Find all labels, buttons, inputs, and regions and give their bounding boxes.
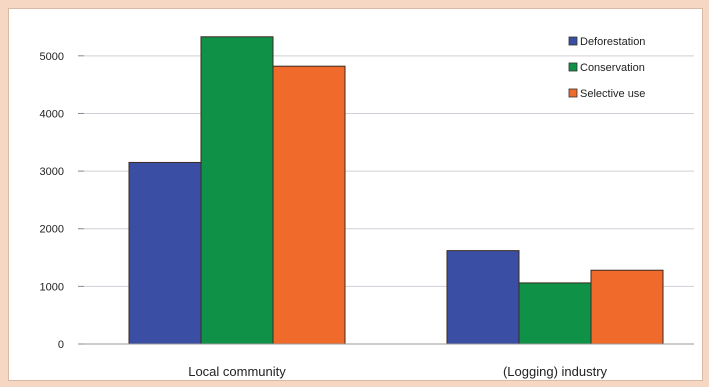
legend-label: Deforestation [580,36,645,48]
y-tick-label: 4000 [40,108,64,120]
y-tick-label: 0 [58,339,64,351]
y-tick-label: 5000 [40,51,64,63]
bar-deforestation [446,250,520,345]
y-tick-label: 2000 [40,224,64,236]
bar-selective-use [272,65,346,345]
bar-deforestation [128,161,202,345]
y-tick-label: 1000 [40,281,64,293]
legend-label: Selective use [580,88,645,100]
category-label: (Logging) industry [503,364,608,379]
bar-chart: 0 1000 2000 3000 4000 5000 Local community (Log… [40,36,694,379]
legend-label: Conservation [580,62,645,74]
y-tick-label: 3000 [40,166,64,178]
bar-conservation [518,282,592,345]
legend-swatch [568,88,578,98]
bar-selective-use [590,269,664,345]
category-label: Local community [188,364,286,379]
bar-conservation [200,36,274,345]
legend-swatch [568,62,578,72]
chart-frame: 0 1000 2000 3000 4000 5000 Local community (Log… [8,8,703,381]
legend-swatch [568,36,578,46]
